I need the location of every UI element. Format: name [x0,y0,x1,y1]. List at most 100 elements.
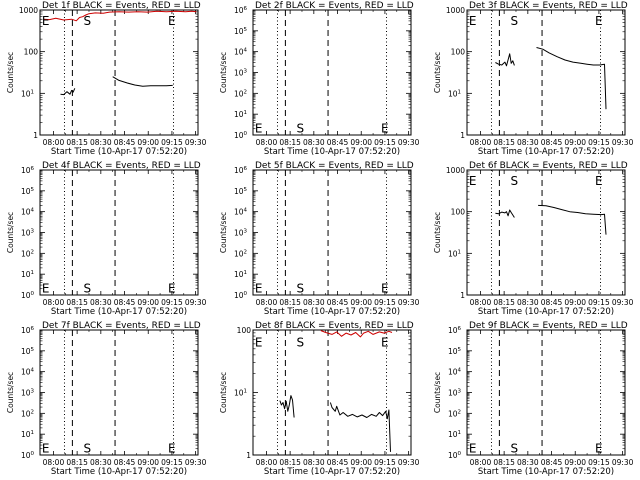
x-tick-label: 09:30 [398,458,420,467]
phase-marker-e: E [469,174,477,188]
y-tick-label: 101 [448,430,461,439]
x-tick-label: 08:45 [114,298,136,307]
x-tick-label: 08:00 [43,138,65,147]
panel-title: Det 2f BLACK = Events, RED = LLD [255,1,414,11]
y-axis-label: Counts/sec [433,52,442,93]
x-tick-label: 09:15 [588,138,610,147]
x-tick-label: 08:00 [470,458,492,467]
phase-marker-e: E [168,14,176,28]
x-tick-label: 08:45 [114,138,136,147]
y-tick-label: 103 [234,69,248,78]
y-tick-label: 106 [234,166,248,175]
y-tick-label: 103 [234,229,248,238]
x-tick-label: 08:45 [541,458,563,467]
events-series-line [329,402,391,452]
detector-panel-4: Det 4f BLACK = Events, RED = LLD Counts/s… [6,161,207,317]
plot-frame [39,9,199,136]
x-tick-label: 09:15 [374,138,396,147]
x-tick-label: 09:15 [588,298,610,307]
y-axis-label: Counts/sec [219,372,228,413]
x-axis-label: Start Time (10-Apr-17 07:52:20) [51,147,187,157]
events-series-line [538,204,607,235]
phase-marker-s: S [296,282,304,296]
x-tick-label: 09:00 [564,298,586,307]
y-axis-label: Counts/sec [6,212,15,253]
y-tick-label: 103 [21,229,35,238]
x-tick-label: 09:00 [350,298,372,307]
x-axis-label: Start Time (10-Apr-17 07:52:20) [264,307,400,317]
y-tick-label: 102 [234,89,247,98]
x-tick-label: 09:00 [350,138,372,147]
y-tick-label: 102 [21,409,34,418]
x-tick-label: 09:00 [137,298,159,307]
x-tick-label: 08:30 [517,458,539,467]
y-tick-label: 100 [234,131,248,140]
y-tick-label: 1 [460,291,465,300]
y-tick-label: 103 [448,389,462,398]
y-tick-label: 1000 [446,6,465,15]
x-tick-label: 08:15 [493,138,515,147]
x-tick-label: 08:15 [279,298,301,307]
x-tick-label: 08:30 [517,298,539,307]
y-tick-label: 101 [234,270,247,279]
phase-marker-e: E [168,442,176,456]
y-tick-label: 105 [234,187,248,196]
x-tick-label: 08:45 [541,138,563,147]
phase-marker-s: S [510,442,518,456]
y-tick-label: 101 [21,270,34,279]
x-tick-label: 08:00 [256,458,278,467]
detector-panel-5: Det 5f BLACK = Events, RED = LLD Counts/s… [219,161,420,317]
phase-marker-s: S [510,174,518,188]
x-tick-label: 08:45 [327,298,349,307]
x-tick-label: 08:45 [114,458,136,467]
phase-marker-s: S [83,282,91,296]
panel-title: Det 4f BLACK = Events, RED = LLD [42,161,201,171]
x-axis-label: Start Time (10-Apr-17 07:52:20) [478,147,614,157]
x-tick-label: 09:15 [161,458,183,467]
panel-title: Det 5f BLACK = Events, RED = LLD [255,161,414,171]
x-axis-label: Start Time (10-Apr-17 07:52:20) [478,467,614,477]
x-tick-label: 09:00 [564,458,586,467]
y-tick-label: 100 [234,291,248,300]
y-axis-label: Counts/sec [6,52,15,93]
events-series-line [536,47,607,110]
x-tick-label: 09:30 [185,298,207,307]
detector-panel-2: Det 2f BLACK = Events, RED = LLD Counts/s… [219,1,420,157]
x-tick-label: 08:00 [470,298,492,307]
events-series-line [112,76,173,87]
y-tick-label: 100 [21,291,35,300]
panel-title: Det 3f BLACK = Events, RED = LLD [469,1,628,11]
y-tick-label: 102 [448,409,461,418]
lld-series-line [43,10,197,22]
x-tick-label: 08:15 [66,298,88,307]
y-axis-label: Counts/sec [219,212,228,253]
x-tick-label: 08:45 [541,298,563,307]
x-tick-label: 09:30 [612,298,634,307]
plot-frame [466,9,626,136]
phase-marker-e: E [42,442,50,456]
x-tick-label: 08:00 [256,138,278,147]
y-tick-label: 100 [24,48,39,57]
y-tick-label: 101 [448,89,461,98]
x-tick-label: 08:00 [43,298,65,307]
x-tick-label: 09:30 [612,458,634,467]
y-tick-label: 104 [448,368,462,377]
events-series-line [60,88,76,96]
x-axis-label: Start Time (10-Apr-17 07:52:20) [264,147,400,157]
phase-marker-e: E [595,442,603,456]
y-tick-label: 101 [234,389,247,398]
y-tick-label: 1 [33,131,38,140]
x-tick-label: 09:00 [137,458,159,467]
x-tick-label: 08:15 [66,458,88,467]
x-tick-label: 08:45 [327,138,349,147]
phase-marker-e: E [381,122,389,136]
events-series-line [495,53,515,67]
phase-marker-e: E [595,14,603,28]
y-tick-label: 105 [448,347,462,356]
x-axis-label: Start Time (10-Apr-17 07:52:20) [51,307,187,317]
phase-marker-e: E [168,282,176,296]
y-tick-label: 106 [234,6,248,15]
detector-panel-3: Det 3f BLACK = Events, RED = LLD Counts/s… [433,1,634,157]
x-tick-label: 08:30 [90,458,112,467]
